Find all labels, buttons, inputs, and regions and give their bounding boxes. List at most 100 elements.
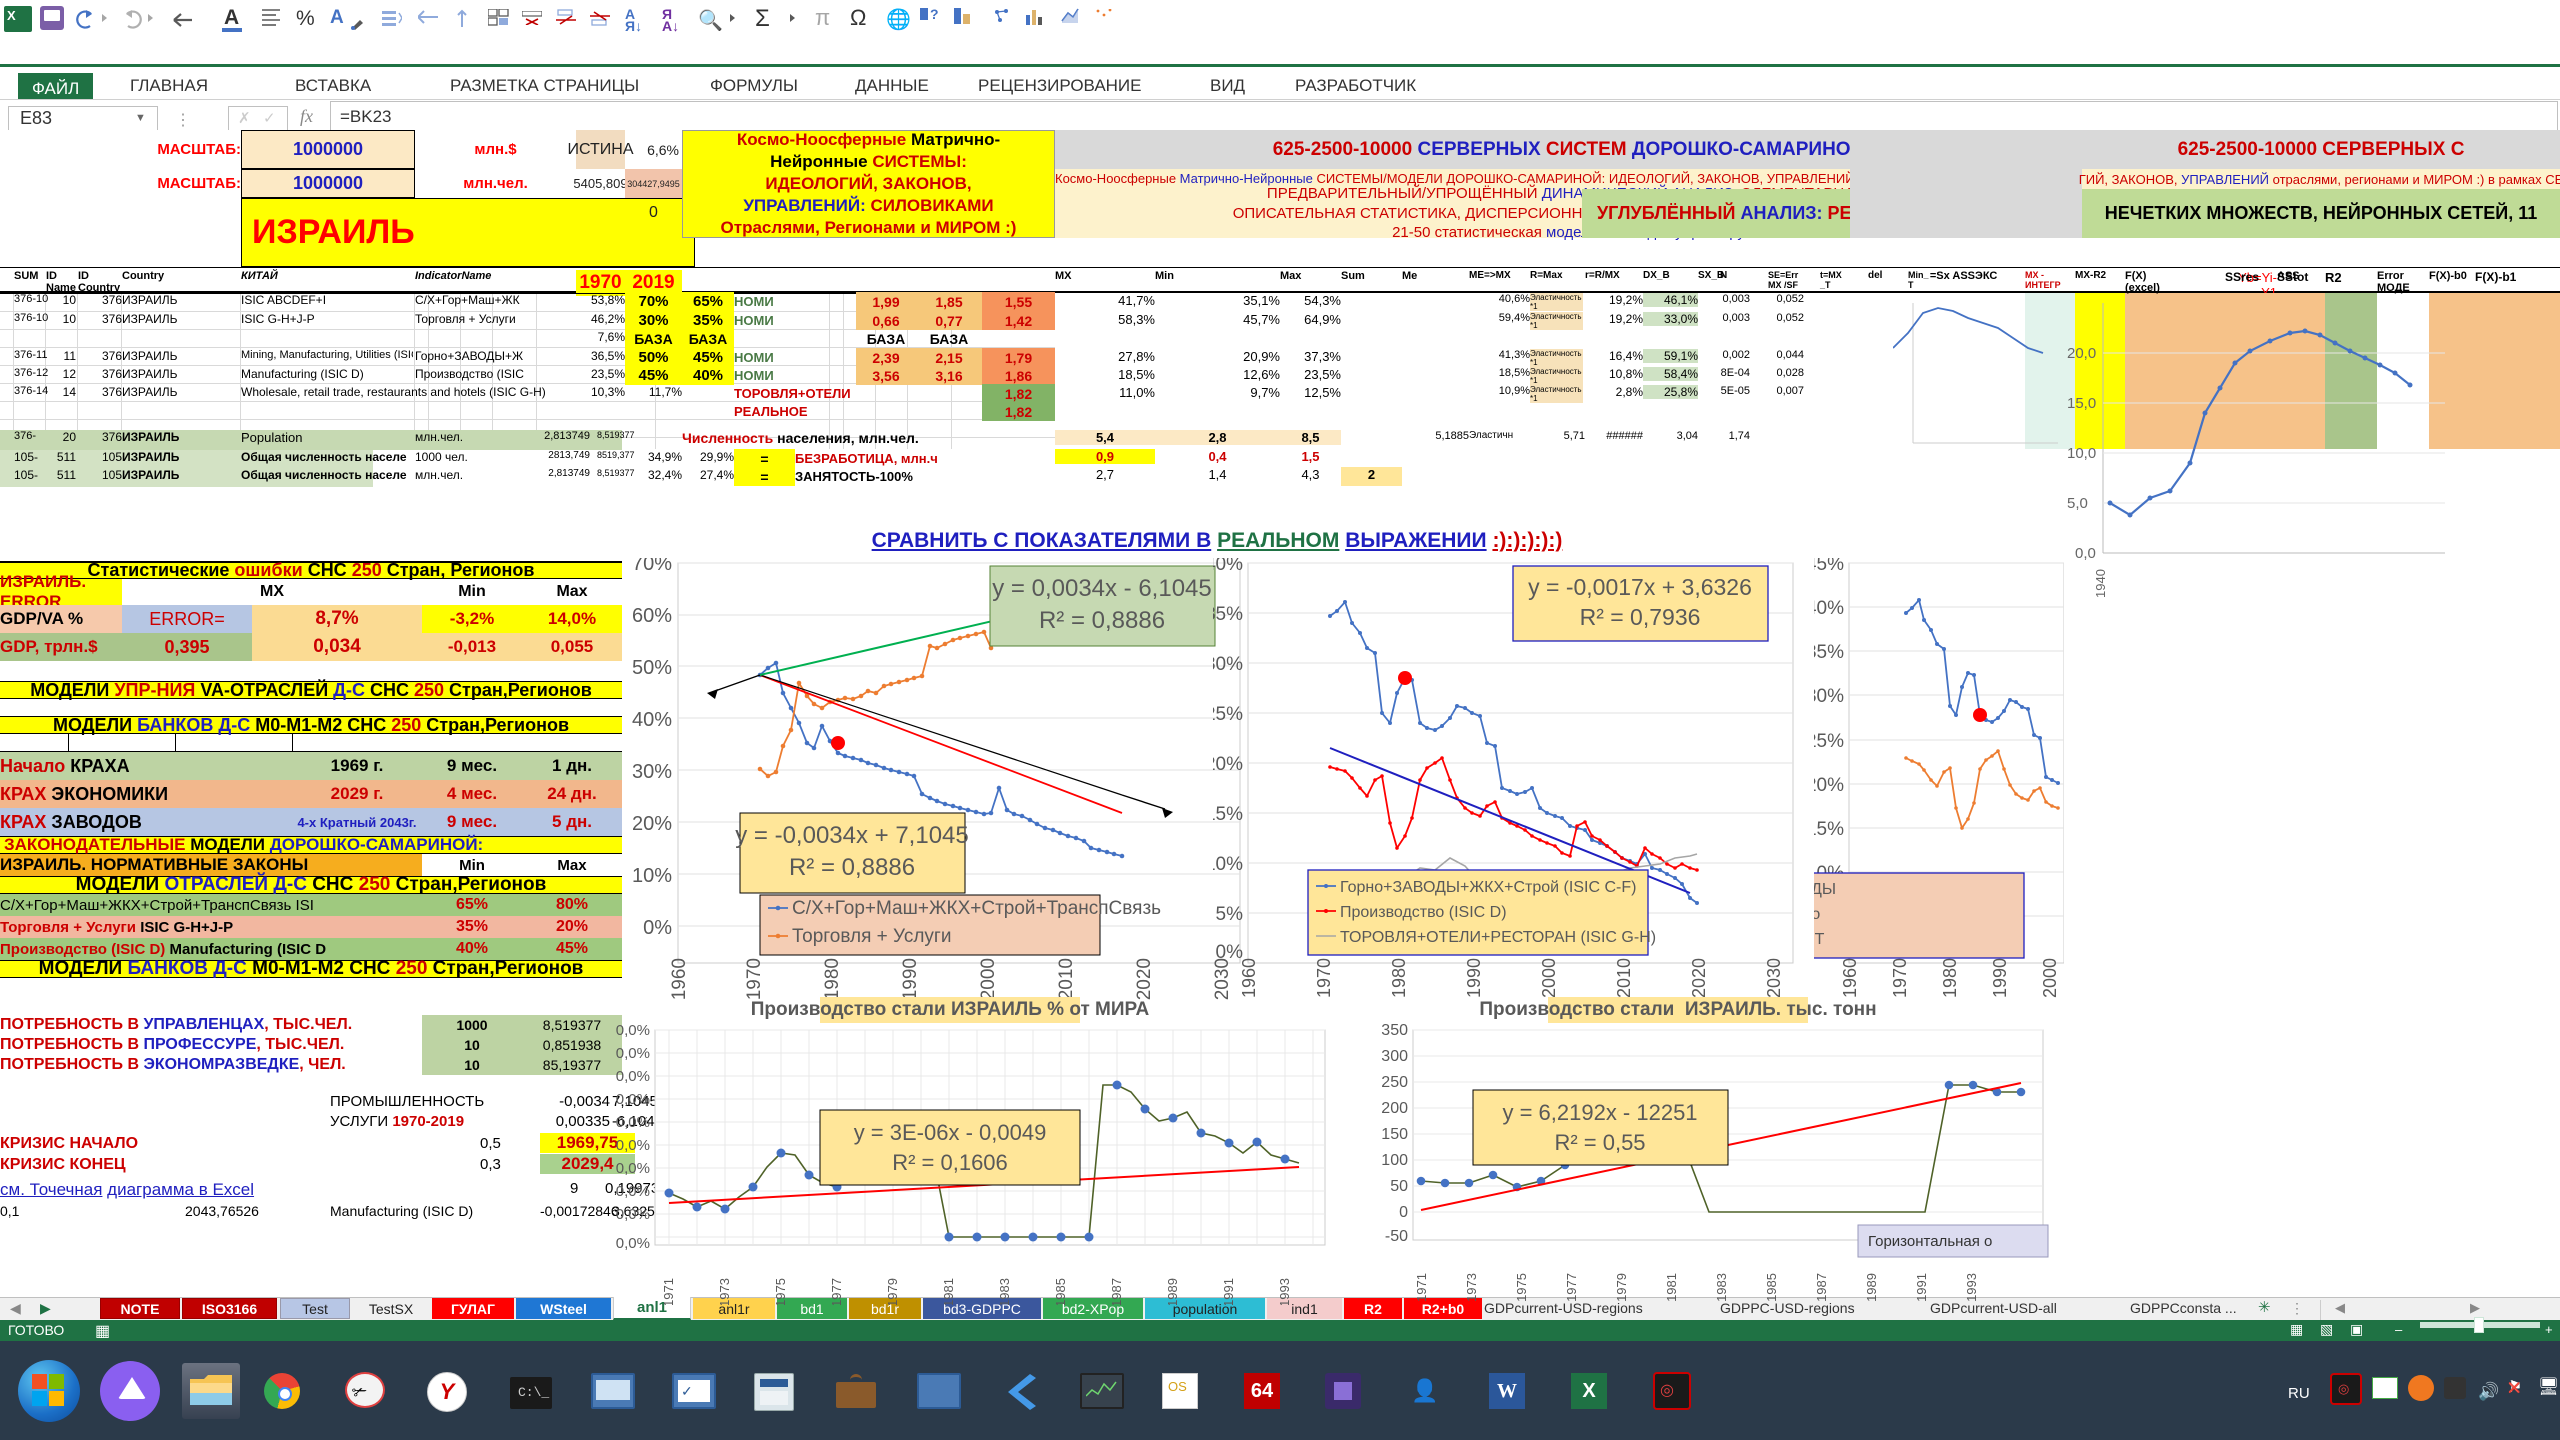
svg-text:1990: 1990 [900,958,921,1000]
svg-text:1973: 1973 [1464,1273,1479,1302]
svg-text:Горно+ЗАВОДЫ+ЖКХ+Строй (ISIC C: Горно+ЗАВОДЫ+ЖКХ+Строй (ISIC C-F) [1340,879,1636,896]
svg-text:1980: 1980 [1940,958,1960,998]
svg-text:40%: 40% [632,709,672,731]
svg-text:0,0%: 0,0% [616,1045,650,1062]
svg-text:1940: 1940 [2093,569,2108,598]
svg-text:1975: 1975 [1514,1273,1529,1302]
svg-text:1989: 1989 [1864,1273,1879,1302]
svg-text:20%: 20% [632,813,672,835]
svg-text:1971: 1971 [661,1278,676,1305]
svg-text:15%: 15% [1213,804,1243,825]
svg-text:2020: 2020 [1134,958,1155,1000]
svg-text:?: ? [930,8,939,22]
svg-text:25%: 25% [1814,731,1844,752]
svg-text:y = -0,0034x + 7,1045: y = -0,0034x + 7,1045 [735,822,969,849]
svg-text:40%: 40% [1814,598,1844,619]
svg-text:250: 250 [1381,1074,1408,1091]
svg-text:y = 0,0034x - 6,1045: y = 0,0034x - 6,1045 [992,575,1212,602]
svg-text:1970: 1970 [744,958,765,1000]
svg-text:0,0%: 0,0% [616,1206,650,1223]
svg-text:10%: 10% [632,865,672,887]
svg-text:0,0%: 0,0% [616,1022,650,1039]
svg-text:0,0: 0,0 [2075,545,2096,562]
svg-text:R² = 0,55: R² = 0,55 [1554,1130,1645,1155]
svg-text:С/Х+Гор+Маш+ЖКХ+Строй+ТранспСв: С/Х+Гор+Маш+ЖКХ+Строй+ТранспСвязь [792,898,1161,919]
svg-text:10,0: 10,0 [2067,445,2096,462]
svg-text:100: 100 [1381,1152,1408,1169]
svg-text:y = 3E-06x - 0,0049: y = 3E-06x - 0,0049 [854,1120,1047,1145]
svg-text:0: 0 [1399,1204,1408,1221]
svg-text:300: 300 [1381,1048,1408,1065]
svg-text:0,0%: 0,0% [616,1235,650,1252]
svg-text:2000: 2000 [1539,958,1559,998]
svg-text:15%: 15% [1814,819,1844,840]
svg-text:2000: 2000 [978,958,999,1000]
svg-text:5%: 5% [1216,904,1244,925]
svg-text:150: 150 [1381,1126,1408,1143]
svg-text:1970: 1970 [1314,958,1334,998]
svg-text:1981: 1981 [1664,1273,1679,1302]
svg-text:1979: 1979 [885,1278,900,1305]
svg-text:y = -0,0017x + 3,6326: y = -0,0017x + 3,6326 [1528,574,1752,600]
svg-text:30%: 30% [632,761,672,783]
svg-text:20,0: 20,0 [2067,345,2096,362]
svg-text:Производство стали ИЗРАИЛЬ % о: Производство стали ИЗРАИЛЬ % от МИРА [751,999,1150,1020]
svg-text:1977: 1977 [829,1278,844,1305]
svg-text:Горизонтальная о: Горизонтальная о [1868,1233,1992,1250]
svg-text:0,0%: 0,0% [616,1137,650,1154]
svg-text:ТОРОВЛЯ+ОТ: ТОРОВЛЯ+ОТ [1814,931,1825,948]
svg-text:1981: 1981 [941,1278,956,1305]
svg-text:R² = 0,1606: R² = 0,1606 [892,1150,1008,1175]
svg-text:350: 350 [1381,1022,1408,1039]
svg-text:1979: 1979 [1614,1273,1629,1302]
svg-text:2010: 2010 [1614,958,1634,998]
svg-text:Производство (ISIC D): Производство (ISIC D) [1340,904,1507,921]
svg-text:0,0%: 0,0% [616,1183,650,1200]
svg-text:25%: 25% [1213,704,1243,725]
svg-text:1991: 1991 [1914,1273,1929,1302]
svg-text:1990: 1990 [1464,958,1484,998]
svg-text:60%: 60% [632,605,672,627]
svg-text:1985: 1985 [1764,1273,1779,1302]
svg-text:1987: 1987 [1814,1273,1829,1302]
svg-text:1975: 1975 [773,1278,788,1305]
svg-text:40%: 40% [1213,558,1243,575]
svg-text:50%: 50% [632,657,672,679]
svg-text:2000: 2000 [2040,958,2060,998]
svg-text:1991: 1991 [1221,1278,1236,1305]
svg-text:35%: 35% [1814,642,1844,663]
svg-text:15,0: 15,0 [2067,395,2096,412]
svg-text:35%: 35% [1213,604,1243,625]
svg-text:1960: 1960 [1239,958,1259,998]
svg-text:30%: 30% [1814,686,1844,707]
svg-text:50: 50 [1390,1178,1408,1195]
svg-text:1960: 1960 [1840,958,1860,998]
svg-text:10%: 10% [1213,854,1243,875]
svg-text:1990: 1990 [1990,958,2010,998]
svg-text:0,0%: 0,0% [616,1114,650,1131]
svg-text:1987: 1987 [1109,1278,1124,1305]
svg-text:0,0%: 0,0% [616,1068,650,1085]
svg-text:30%: 30% [1213,654,1243,675]
svg-text:70%: 70% [632,558,672,575]
svg-text:1983: 1983 [997,1278,1012,1305]
svg-text:1971: 1971 [1414,1273,1429,1302]
svg-text:2010: 2010 [1056,958,1077,1000]
svg-text:Торговля + Услуги: Торговля + Услуги [792,926,951,947]
svg-text:2020: 2020 [1689,958,1709,998]
svg-text:Производство стали ИЗРАИЛЬ. т: Производство стали ИЗРАИЛЬ. тыс. тонн [1479,999,1876,1020]
svg-text:20%: 20% [1814,775,1844,796]
svg-text:0%: 0% [643,917,672,939]
svg-text:R² = 0,8886: R² = 0,8886 [789,854,915,881]
svg-text:0,0%: 0,0% [616,1160,650,1177]
svg-text:1960: 1960 [669,958,690,1000]
svg-text:1970: 1970 [1890,958,1910,998]
svg-text:1973: 1973 [717,1278,732,1305]
svg-text:1983: 1983 [1714,1273,1729,1302]
svg-text:R² = 0,7936: R² = 0,7936 [1580,604,1701,630]
svg-text:1993: 1993 [1964,1273,1979,1302]
svg-text:1980: 1980 [822,958,843,1000]
svg-text:y = 6,2192x - 12251: y = 6,2192x - 12251 [1502,1100,1697,1125]
svg-text:1977: 1977 [1564,1273,1579,1302]
svg-text:45%: 45% [1814,558,1844,575]
